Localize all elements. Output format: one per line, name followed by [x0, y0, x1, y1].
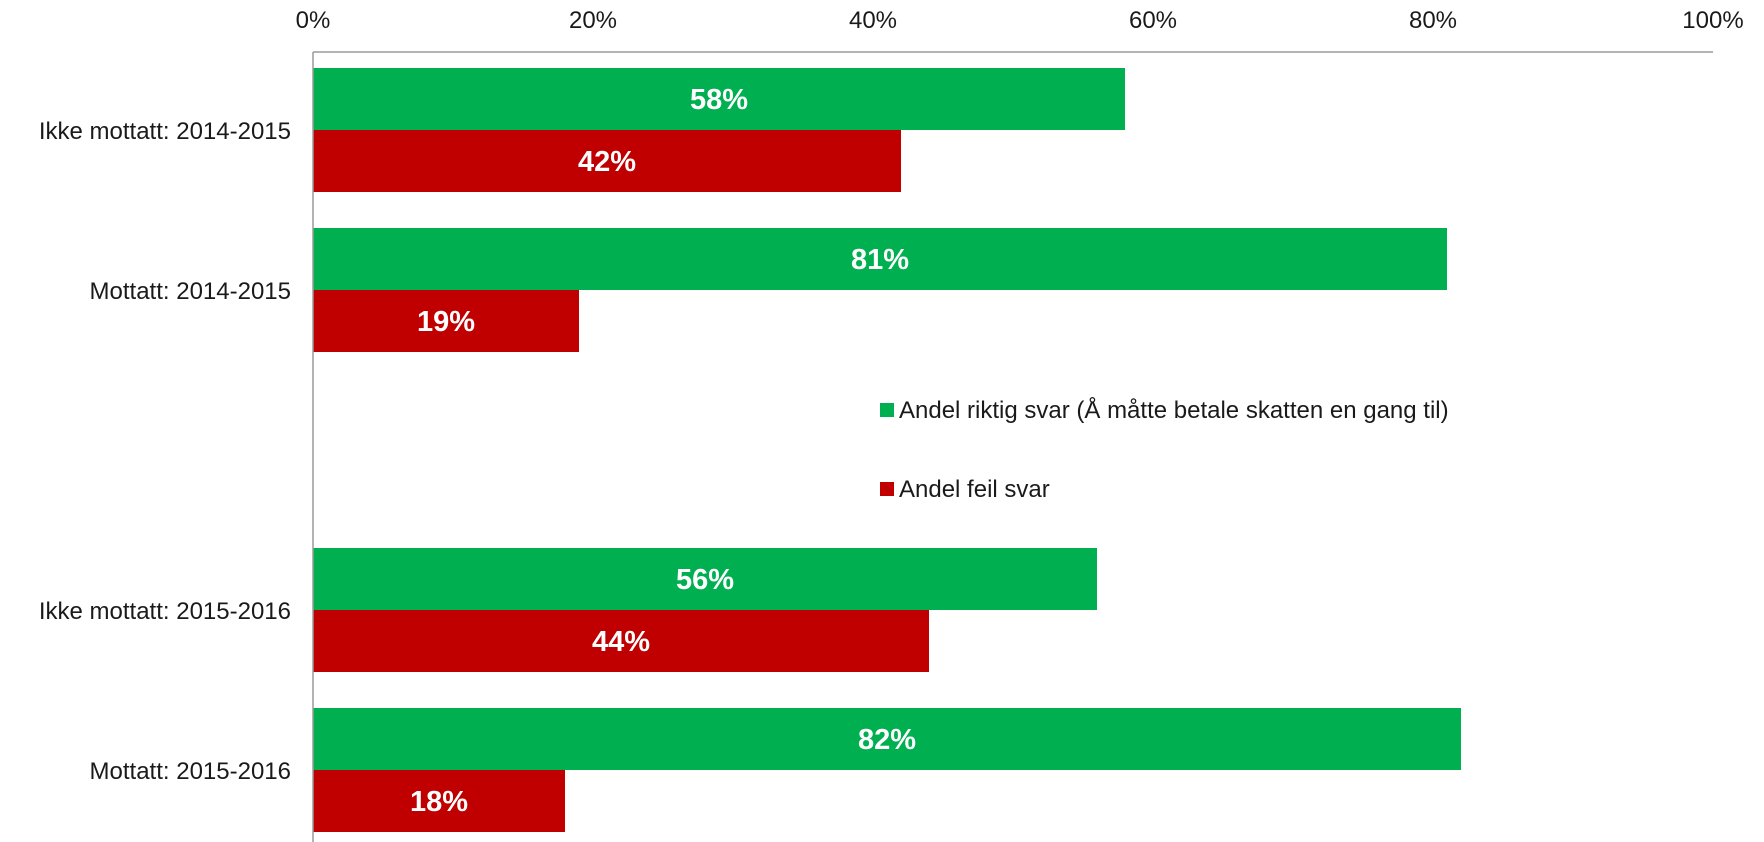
bar-wrong-1 — [313, 290, 579, 352]
x-tick-label-0: 0% — [296, 7, 331, 34]
x-axis — [312, 51, 1713, 842]
data-labels-group: 58% 81% 56% 82% 42% 19% 44% 18% — [410, 84, 916, 818]
data-label-correct-4: 82% — [858, 724, 916, 756]
legend-swatch-0 — [880, 403, 894, 417]
bar-wrong-0 — [313, 130, 901, 192]
category-label-4: Mottatt: 2015-2016 — [90, 758, 291, 785]
category-label-3: Ikke mottatt: 2015-2016 — [39, 598, 291, 625]
bar-correct-0 — [313, 68, 1125, 130]
bar-correct-4 — [313, 708, 1461, 770]
x-tick-label-1: 20% — [569, 7, 617, 34]
bar-wrong-3 — [313, 610, 929, 672]
bar-correct-3 — [313, 548, 1097, 610]
legend-label-0: Andel riktig svar (Å måtte betale skatte… — [899, 396, 1449, 424]
legend-label-1: Andel feil svar — [899, 476, 1050, 503]
x-tick-labels: 0% 20% 40% 60% 80% 100% — [296, 7, 1744, 34]
x-tick-label-5: 100% — [1682, 7, 1743, 34]
x-tick-label-4: 80% — [1409, 7, 1457, 34]
data-label-correct-1: 81% — [851, 244, 909, 276]
bar-correct-1 — [313, 228, 1447, 290]
legend-swatch-1 — [880, 482, 894, 496]
x-tick-label-3: 60% — [1129, 7, 1177, 34]
category-label-0: Ikke mottatt: 2014-2015 — [39, 118, 291, 145]
data-label-correct-3: 56% — [676, 564, 734, 596]
data-label-wrong-1: 19% — [417, 306, 475, 338]
data-label-correct-0: 58% — [690, 84, 748, 116]
category-label-1: Mottatt: 2014-2015 — [90, 278, 291, 305]
x-tick-label-2: 40% — [849, 7, 897, 34]
legend: Andel riktig svar (Å måtte betale skatte… — [880, 396, 1449, 503]
data-label-wrong-4: 18% — [410, 786, 468, 818]
data-label-wrong-0: 42% — [578, 146, 636, 178]
data-label-wrong-3: 44% — [592, 626, 650, 658]
bars-group — [313, 68, 1461, 832]
category-labels: Ikke mottatt: 2014-2015 Mottatt: 2014-201… — [39, 118, 291, 785]
bar-wrong-4 — [313, 770, 565, 832]
